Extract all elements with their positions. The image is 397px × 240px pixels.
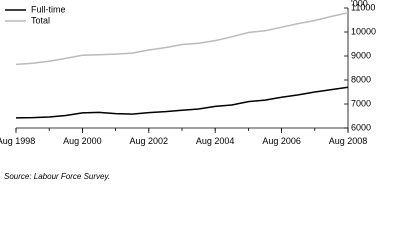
y-unit-label: '000 [351, 0, 368, 8]
x-tick-label: Aug 2006 [262, 136, 301, 146]
x-tick-label: Aug 2000 [63, 136, 102, 146]
y-tick-label: 10000 [351, 26, 376, 36]
x-tick-label: Aug 1998 [0, 136, 36, 146]
y-tick-label: 7000 [351, 98, 371, 108]
legend-label: Total [31, 15, 50, 25]
source-note: Source: Labour Force Survey. [4, 172, 111, 181]
y-tick-label: 9000 [351, 50, 371, 60]
line-series [15, 86, 349, 119]
chart-svg: 6000 7000 8000 9000 10000 11000'000 Full-timeT… [5, 0, 376, 133]
line-series [15, 12, 349, 66]
x-tick-label: Aug 2004 [195, 136, 235, 146]
x-tick-label: Aug 2008 [328, 136, 368, 146]
chart: 6000 7000 8000 9000 10000 11000'000 Full-time T… [0, 0, 377, 181]
y-tick-label: 11000 [351, 2, 375, 12]
legend-label: Full-time [31, 4, 66, 14]
y-tick-label: 8000 [351, 74, 371, 84]
x-tick-label: Aug 2002 [129, 136, 169, 146]
y-tick-label: 6000 [351, 122, 371, 132]
